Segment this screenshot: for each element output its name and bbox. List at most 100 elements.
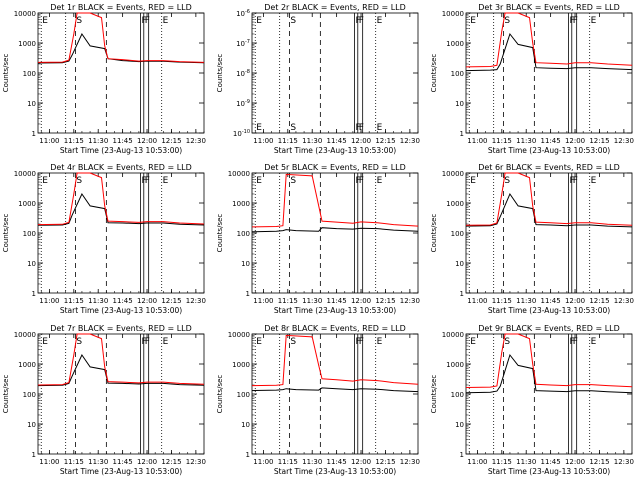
series-lld-line <box>37 12 205 63</box>
y-axis-label: Counts/sec <box>216 54 224 93</box>
x-axis-label: Start Time (23-Aug-13 10:53:00) <box>488 146 610 155</box>
x-tick-label: 11:45 <box>327 458 347 466</box>
x-tick-label: 12:15 <box>375 297 395 305</box>
marker-label-top: S <box>76 337 82 347</box>
series-events-line <box>251 227 419 233</box>
series-events-line <box>465 353 633 394</box>
marker-label-bottom: E <box>377 123 383 133</box>
marker-label-top: E <box>591 16 597 26</box>
x-tick-label: 11:00 <box>39 297 59 305</box>
marker-label-top: F <box>573 176 578 186</box>
x-tick-label: 11:30 <box>516 458 536 466</box>
y-axis-label: Counts/sec <box>430 54 438 93</box>
x-tick-label: 11:30 <box>88 458 108 466</box>
y-tick-label: 1000 <box>446 200 464 208</box>
x-tick-label: 11:45 <box>541 137 561 145</box>
panel-det-6: Det 6r BLACK = Events, RED = LLDESFFE11:… <box>430 163 634 315</box>
panel-title: Det 9r BLACK = Events, RED = LLD <box>478 324 620 333</box>
y-tick-label: 10 <box>27 100 36 108</box>
x-tick-label: 12:15 <box>589 458 609 466</box>
y-tick-label: 10000 <box>442 331 464 339</box>
marker-label-top: E <box>256 176 262 186</box>
x-tick-label: 12:00 <box>137 137 157 145</box>
x-axis-label: Start Time (23-Aug-13 10:53:00) <box>488 306 610 315</box>
x-tick-label: 11:15 <box>492 458 512 466</box>
x-tick-label: 11:15 <box>278 297 298 305</box>
x-axis-label: Start Time (23-Aug-13 10:53:00) <box>60 146 182 155</box>
series-events-line <box>465 192 633 228</box>
marker-label-top: E <box>42 176 48 186</box>
x-tick-label: 11:15 <box>64 458 84 466</box>
x-tick-label: 11:15 <box>278 458 298 466</box>
x-tick-label: 12:30 <box>614 458 634 466</box>
x-tick-label: 12:15 <box>375 137 395 145</box>
y-axis-label: Counts/sec <box>216 214 224 253</box>
series-events-line <box>37 353 205 387</box>
x-tick-label: 12:30 <box>186 137 206 145</box>
y-tick-label: 1000 <box>18 200 36 208</box>
y-tick-label: 100 <box>237 391 250 399</box>
x-tick-label: 12:00 <box>565 137 585 145</box>
series-lld-line <box>251 334 419 387</box>
x-tick-label: 12:00 <box>137 458 157 466</box>
x-axis-label: Start Time (23-Aug-13 10:53:00) <box>274 146 396 155</box>
marker-label-top: F <box>573 337 578 347</box>
plot-frame <box>465 333 633 455</box>
x-axis-label: Start Time (23-Aug-13 10:53:00) <box>488 467 610 476</box>
x-tick-label: 11:15 <box>278 137 298 145</box>
series-events-line <box>251 387 419 393</box>
x-tick-label: 12:30 <box>186 297 206 305</box>
marker-label-top: E <box>470 337 476 347</box>
x-tick-label: 11:30 <box>88 297 108 305</box>
y-tick-label: 1 <box>32 130 36 138</box>
y-tick-label: 1 <box>246 290 250 298</box>
y-tick-label: 10000 <box>442 10 464 18</box>
x-tick-label: 12:30 <box>186 458 206 466</box>
y-tick-label: 10 <box>241 260 250 268</box>
x-tick-label: 12:15 <box>161 458 181 466</box>
panel-title: Det 1r BLACK = Events, RED = LLD <box>50 3 192 12</box>
panel-title: Det 5r BLACK = Events, RED = LLD <box>264 163 406 172</box>
marker-label-top: S <box>290 337 296 347</box>
marker-label-bottom: E <box>256 123 262 133</box>
marker-label-top: S <box>504 176 510 186</box>
x-tick-label: 11:45 <box>327 297 347 305</box>
marker-label-top: E <box>163 16 169 26</box>
y-axis-label: Counts/sec <box>430 375 438 414</box>
x-tick-label: 12:00 <box>351 137 371 145</box>
plot-frame <box>251 12 419 134</box>
x-tick-label: 12:30 <box>614 297 634 305</box>
plot-frame <box>37 333 205 455</box>
marker-label-top: E <box>591 337 597 347</box>
panel-det-9: Det 9r BLACK = Events, RED = LLDESFFE11:… <box>430 324 634 476</box>
x-tick-label: 11:30 <box>88 137 108 145</box>
marker-label-top: S <box>76 16 82 26</box>
y-tick-label: 10-8 <box>236 69 250 78</box>
x-tick-label: 11:00 <box>467 137 487 145</box>
x-tick-label: 12:00 <box>565 297 585 305</box>
x-tick-label: 12:15 <box>589 297 609 305</box>
series-events-line <box>465 32 633 72</box>
panel-title: Det 3r BLACK = Events, RED = LLD <box>478 3 620 12</box>
x-tick-label: 12:15 <box>161 137 181 145</box>
y-tick-label: 10 <box>241 421 250 429</box>
y-axis-label: Counts/sec <box>2 54 10 93</box>
x-tick-label: 11:30 <box>302 137 322 145</box>
panel-det-7: Det 7r BLACK = Events, RED = LLDESFFE11:… <box>2 324 206 476</box>
y-tick-label: 1000 <box>18 361 36 369</box>
x-axis-label: Start Time (23-Aug-13 10:53:00) <box>274 467 396 476</box>
marker-label-top: E <box>470 16 476 26</box>
series-events-line <box>37 32 205 64</box>
y-tick-label: 1000 <box>446 361 464 369</box>
x-tick-label: 11:00 <box>467 297 487 305</box>
panel-title: Det 8r BLACK = Events, RED = LLD <box>264 324 406 333</box>
x-tick-label: 11:30 <box>302 458 322 466</box>
x-tick-label: 11:00 <box>39 458 59 466</box>
y-tick-label: 10 <box>455 260 464 268</box>
y-tick-label: 10000 <box>228 170 250 178</box>
x-axis-label: Start Time (23-Aug-13 10:53:00) <box>60 467 182 476</box>
x-tick-label: 11:30 <box>302 297 322 305</box>
y-tick-label: 10 <box>455 421 464 429</box>
y-axis-label: Counts/sec <box>216 375 224 414</box>
